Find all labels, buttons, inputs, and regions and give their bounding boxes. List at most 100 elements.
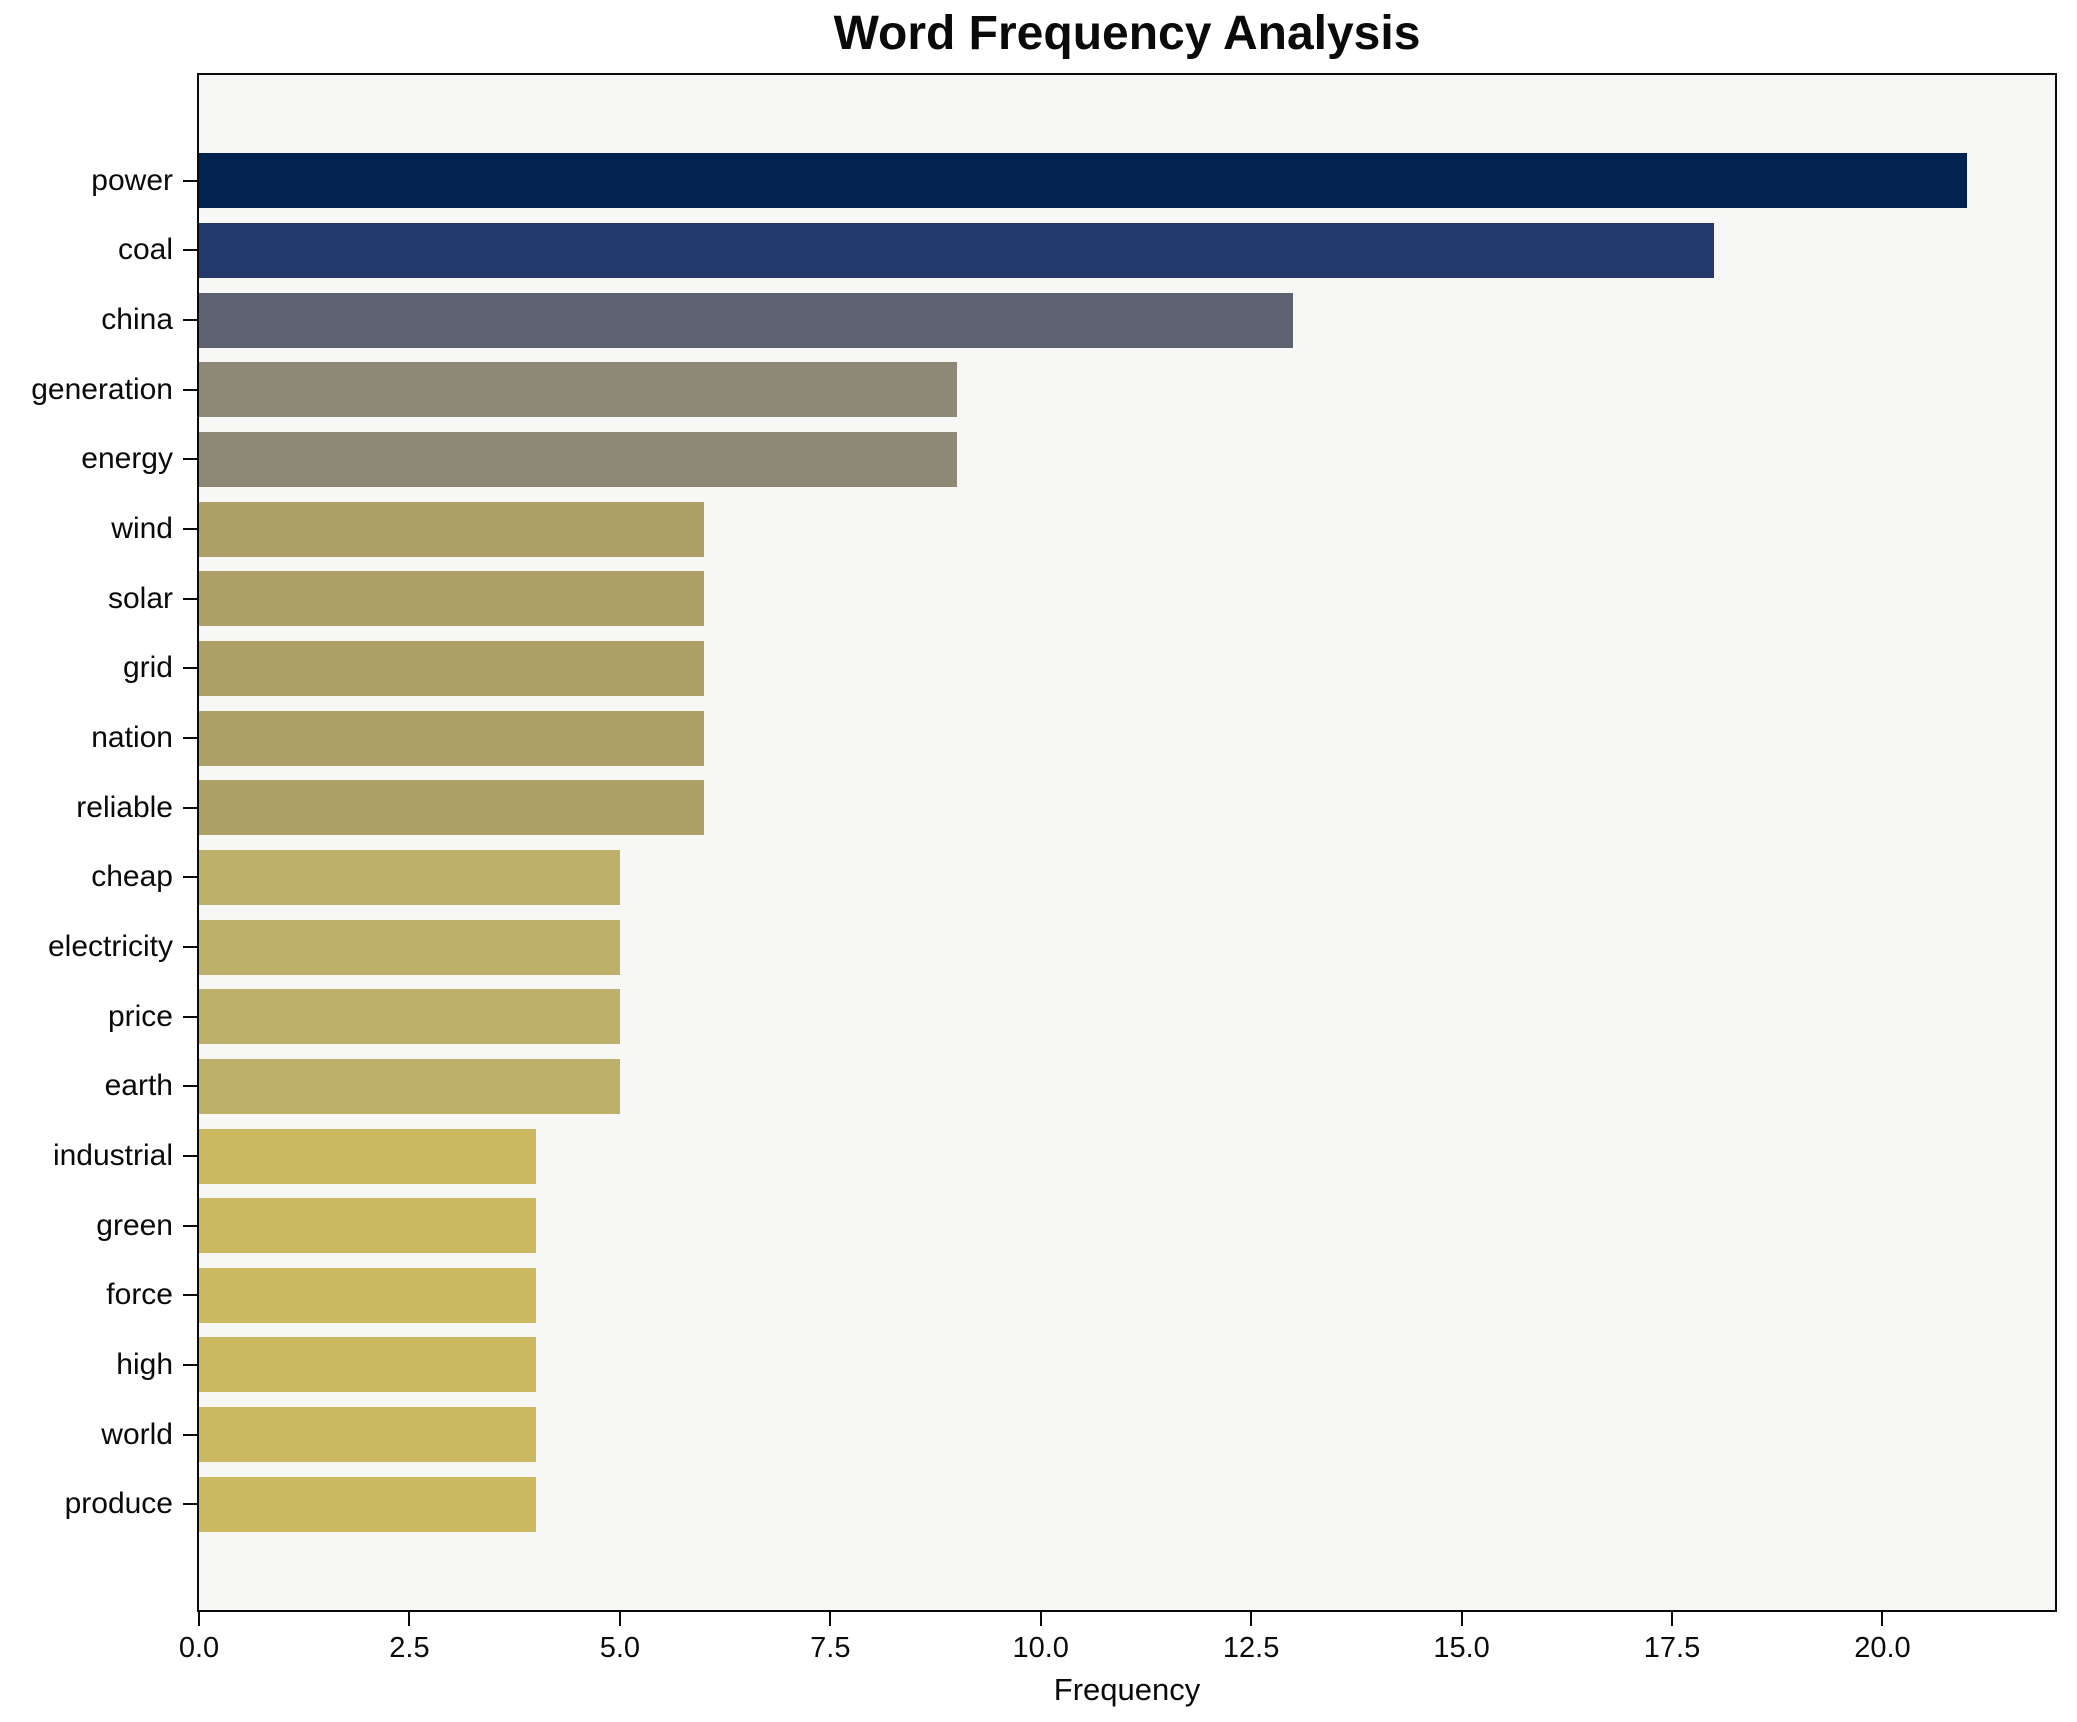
- bar: [199, 989, 620, 1045]
- bar: [199, 571, 705, 627]
- x-tick-label: 7.5: [810, 1632, 851, 1664]
- x-tick-label: 10.0: [1012, 1632, 1069, 1664]
- x-tick-mark: [198, 1612, 200, 1626]
- bar-row: cheap: [91, 843, 2055, 913]
- x-tick-mark: [1460, 1612, 1463, 1626]
- y-axis-label: force: [106, 1278, 173, 1312]
- y-axis-label: high: [116, 1347, 173, 1381]
- y-tick-mark: [183, 528, 197, 531]
- x-tick-mark: [1039, 1612, 1042, 1626]
- bar-row: force: [106, 1261, 2055, 1331]
- bar-row: produce: [65, 1469, 2055, 1539]
- bar: [199, 1128, 536, 1184]
- y-tick-mark: [183, 1224, 197, 1227]
- y-axis-label: energy: [81, 442, 173, 476]
- y-tick-mark: [183, 388, 197, 391]
- bar-row: energy: [81, 425, 2055, 495]
- bar: [199, 640, 705, 696]
- y-axis-label: reliable: [76, 790, 173, 824]
- y-tick-mark: [183, 1085, 197, 1088]
- y-tick-mark: [183, 1503, 197, 1506]
- bar-row: power: [91, 146, 2055, 216]
- y-tick-mark: [183, 1294, 197, 1297]
- bar: [199, 431, 957, 487]
- y-tick-mark: [183, 1155, 197, 1158]
- x-tick-label: 15.0: [1433, 1632, 1490, 1664]
- x-tick-label: 20.0: [1854, 1632, 1911, 1664]
- bar-row: china: [101, 285, 2055, 355]
- y-tick-mark: [183, 876, 197, 879]
- bar: [199, 849, 620, 905]
- x-tick-label: 2.5: [389, 1632, 430, 1664]
- bars-container: power coal china generation energy wind solar g…: [31, 75, 2055, 1610]
- y-axis-label: earth: [104, 1069, 173, 1103]
- y-axis-label: nation: [91, 721, 173, 755]
- y-axis-label: power: [91, 163, 173, 197]
- x-tick-mark: [1671, 1612, 1673, 1626]
- bar: [199, 780, 705, 836]
- y-axis-label: coal: [117, 233, 173, 267]
- y-tick-mark: [183, 737, 197, 740]
- y-axis-label: price: [107, 999, 173, 1033]
- y-axis-label: green: [96, 1208, 173, 1242]
- bar-row: wind: [111, 494, 2055, 564]
- bar: [199, 1198, 536, 1254]
- x-tick-label: 17.5: [1643, 1632, 1701, 1664]
- bar: [199, 919, 620, 975]
- bar: [199, 1337, 536, 1393]
- bar-row: generation: [31, 355, 2055, 425]
- bar-row: earth: [105, 1052, 2055, 1122]
- y-tick-mark: [183, 1433, 197, 1436]
- bar: [199, 1476, 536, 1532]
- y-axis-label: cheap: [91, 860, 173, 894]
- y-axis-label: produce: [64, 1487, 173, 1521]
- bar-row: reliable: [76, 773, 2055, 843]
- y-axis-label: solar: [107, 581, 173, 615]
- bar-row: high: [116, 1330, 2055, 1400]
- y-tick-mark: [183, 458, 197, 461]
- x-tick-mark: [1250, 1612, 1253, 1626]
- x-tick-mark: [1881, 1612, 1884, 1626]
- y-tick-mark: [183, 249, 197, 252]
- x-axis-title: Frequency: [1053, 1672, 1201, 1707]
- y-axis-label: grid: [122, 651, 173, 685]
- bar: [199, 1407, 536, 1463]
- plot-area: power coal china generation energy wind solar g…: [31, 73, 2057, 1707]
- x-tick-label: 12.5: [1222, 1632, 1280, 1664]
- y-axis-label: world: [101, 1417, 173, 1451]
- y-axis-label: generation: [31, 372, 173, 406]
- y-tick-mark: [183, 667, 197, 670]
- y-tick-mark: [183, 597, 197, 600]
- bar-row: grid: [123, 634, 2055, 704]
- x-tick-mark: [408, 1612, 411, 1626]
- bar-row: green: [96, 1191, 2055, 1261]
- y-tick-mark: [183, 1363, 197, 1366]
- bar: [199, 153, 1967, 209]
- y-tick-mark: [183, 946, 197, 949]
- bar: [199, 1267, 536, 1323]
- x-tick-mark: [829, 1612, 832, 1626]
- bar-row: price: [108, 982, 2055, 1052]
- y-axis-label: industrial: [52, 1139, 173, 1173]
- bar-row: industrial: [53, 1121, 2055, 1191]
- y-tick-mark: [183, 806, 197, 809]
- y-tick-mark: [183, 319, 197, 322]
- x-tick-label: 0.0: [178, 1632, 220, 1664]
- bar: [199, 292, 1294, 348]
- bar: [199, 710, 705, 766]
- y-axis-label: wind: [111, 512, 173, 546]
- x-tick-mark: [618, 1612, 621, 1626]
- x-tick-label: 5.0: [599, 1632, 641, 1664]
- bar-row: world: [101, 1400, 2055, 1470]
- bar-row: coal: [118, 216, 2055, 286]
- bar: [199, 1058, 620, 1114]
- y-tick-mark: [183, 179, 197, 182]
- bar: [199, 501, 705, 557]
- y-tick-mark: [183, 1015, 197, 1018]
- bar: [199, 362, 957, 418]
- y-axis-label: electricity: [47, 930, 173, 964]
- y-axis-label: china: [101, 303, 173, 337]
- bar-row: solar: [108, 564, 2055, 634]
- chart-title: Word Frequency Analysis: [833, 7, 1421, 60]
